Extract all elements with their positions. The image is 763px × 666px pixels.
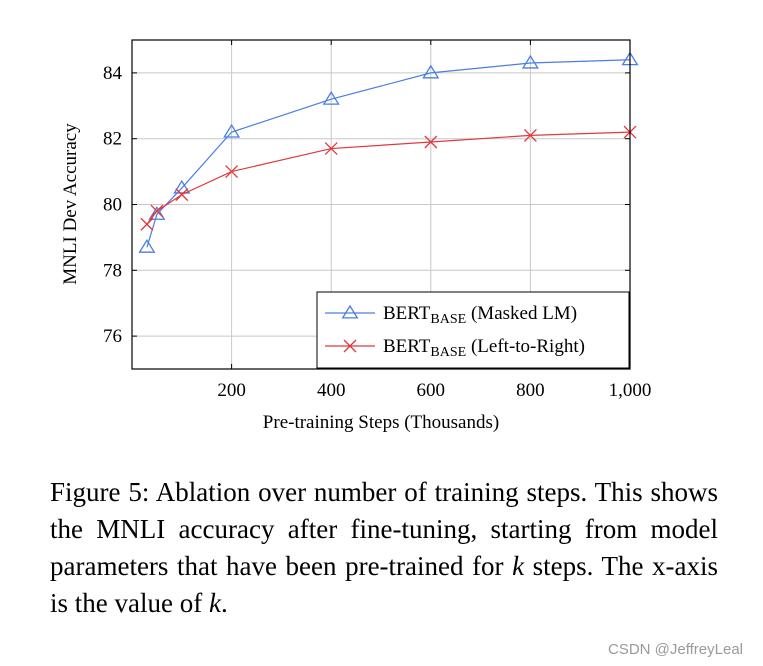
x-tick-label-800: 800	[516, 380, 545, 401]
legend-marker-left-to-right-stroke-b	[343, 339, 357, 353]
data-point-left-to-right-400-stroke-b	[324, 142, 338, 156]
data-point-left-to-right-600-stroke-b	[424, 135, 438, 149]
legend-marker-masked-lm	[341, 304, 359, 319]
caption-text-suffix: .	[220, 588, 228, 618]
data-point-left-to-right-200	[225, 165, 239, 179]
data-point-left-to-right-100-stroke-b	[175, 188, 189, 202]
legend-box	[316, 291, 630, 369]
x-tick-label-200: 200	[217, 380, 246, 401]
data-point-left-to-right-100	[175, 188, 189, 202]
data-point-left-to-right-50-stroke-b	[150, 204, 164, 218]
data-point-masked-lm-600	[422, 64, 440, 79]
data-point-masked-lm-200	[223, 123, 241, 138]
x-tick-label-600: 600	[417, 380, 446, 401]
y-tick-label-82: 82	[103, 129, 122, 150]
legend-marker-left-to-right	[343, 339, 357, 353]
series-line-masked-lm	[146, 59, 631, 248]
data-point-masked-lm-50	[148, 206, 166, 220]
data-point-left-to-right-30-stroke-b	[140, 217, 154, 231]
legend-label-masked-lm: BERTBASE (Masked LM)	[383, 303, 577, 327]
x-tick-label-1000: 1,000	[609, 380, 652, 401]
x-axis-label: Pre-training Steps (Thousands)	[263, 412, 499, 433]
x-axis-ticks: 200 400 600 800 1,000	[217, 40, 651, 401]
data-point-left-to-right-600	[424, 135, 438, 149]
caption-variable-k-2: k	[208, 588, 221, 618]
caption-text-prefix: Figure 5: Ablation over number of traini…	[50, 477, 718, 581]
caption-variable-k-1: k	[512, 551, 525, 581]
figure-caption: Figure 5: Ablation over number of traini…	[50, 474, 718, 622]
data-point-left-to-right-800	[523, 128, 537, 142]
x-tick-label-400: 400	[317, 380, 346, 401]
y-tick-label-76: 76	[103, 326, 122, 347]
series-line-left-to-right	[146, 131, 631, 225]
legend-label-left-to-right: BERTBASE (Left-to-Right)	[383, 336, 585, 360]
data-point-left-to-right-30	[140, 217, 154, 231]
y-tick-label-78: 78	[103, 260, 122, 281]
data-point-masked-lm-800	[521, 54, 539, 69]
y-tick-label-80: 80	[103, 195, 122, 216]
data-point-masked-lm-30	[138, 239, 156, 253]
data-point-left-to-right-400	[324, 142, 338, 156]
legend: BERTBASE (Masked LM) BERTBASE (Left-to-Ri…	[316, 291, 630, 369]
data-point-masked-lm-100	[173, 179, 191, 194]
data-point-left-to-right-200-stroke-b	[225, 165, 239, 179]
data-point-left-to-right-50	[150, 204, 164, 218]
chart: 200 400 600 800 1,000 76 78 80 82 84 Pre-trainin…	[60, 39, 651, 433]
y-axis-label: MNLI Dev Accuracy	[60, 123, 81, 285]
y-tick-label-84: 84	[103, 63, 123, 84]
data-point-masked-lm-400	[322, 90, 340, 105]
data-point-left-to-right-800-stroke-b	[523, 128, 537, 142]
y-axis-ticks: 76 78 80 82 84	[103, 63, 630, 347]
watermark: CSDN @JeffreyLeal	[608, 641, 743, 658]
caption-text-middle: steps. The x-axis is the value of	[50, 551, 718, 618]
series-layer	[138, 51, 639, 253]
